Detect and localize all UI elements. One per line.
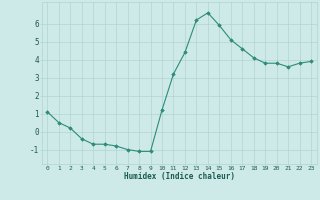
X-axis label: Humidex (Indice chaleur): Humidex (Indice chaleur)	[124, 172, 235, 181]
